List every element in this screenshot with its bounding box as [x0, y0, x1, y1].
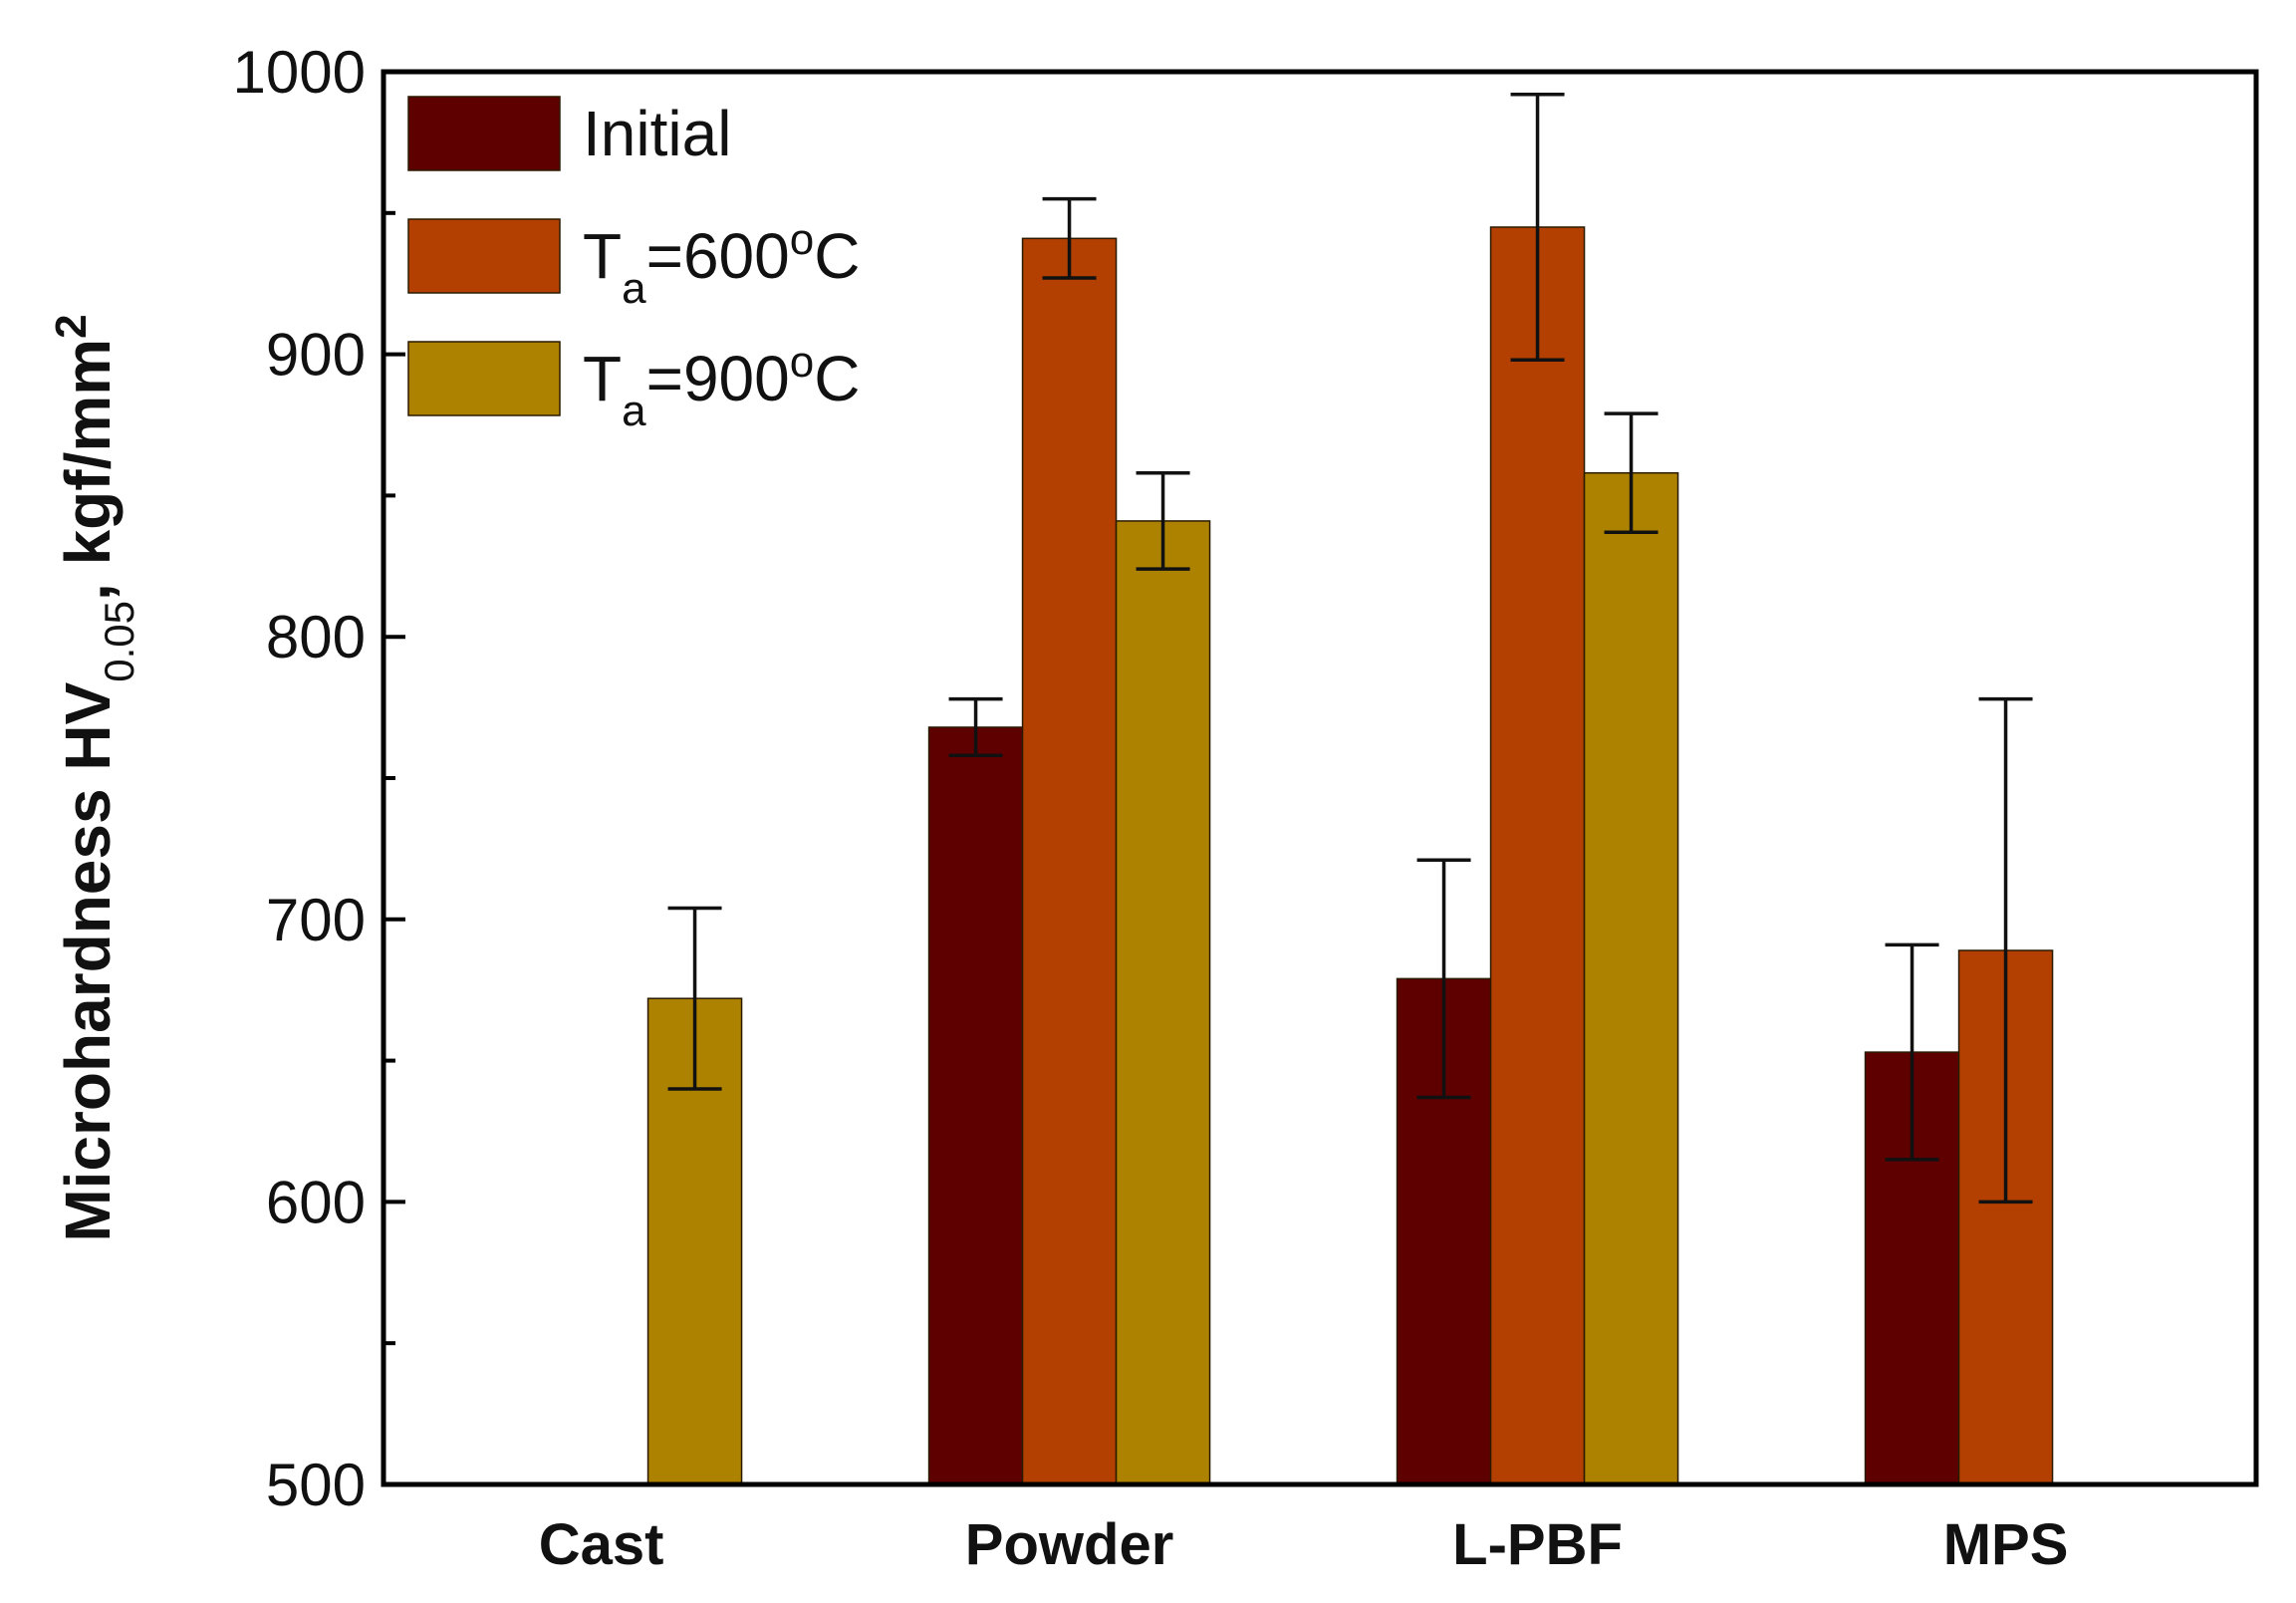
y-axis-title-subscript: 0.05 — [96, 601, 142, 682]
y-tick-label: 800 — [266, 604, 366, 670]
plot-frame — [381, 69, 2259, 1487]
y-tick-label: 900 — [266, 322, 366, 389]
y-tick-label: 500 — [266, 1452, 366, 1518]
bar-1-1 — [1021, 237, 1118, 1485]
legend-label-2: Ta=900oC — [583, 338, 860, 435]
bar-1-0 — [927, 726, 1024, 1485]
error-bars-group — [667, 92, 2033, 1204]
y-axis-ticks: 500 600 700 800 900 1000 — [233, 39, 405, 1518]
legend-swatch-1 — [407, 218, 561, 294]
legend-label-0: Initial — [583, 98, 731, 169]
bar-2-1 — [1489, 226, 1586, 1485]
category-labels: Cast Powder L-PBF MPS — [539, 1512, 2069, 1577]
legend-swatch-2 — [407, 341, 561, 416]
category-label-3: MPS — [1943, 1512, 2069, 1577]
y-axis-title-main: Microhardness HV — [52, 681, 124, 1241]
legend-label-1: Ta=600oC — [583, 215, 860, 313]
y-axis-title-superscript: 2 — [47, 314, 96, 338]
y-tick-label: 700 — [266, 887, 366, 953]
category-label-1: Powder — [965, 1512, 1174, 1577]
y-tick-label: 1000 — [233, 39, 366, 106]
y-axis-title-text: Microhardness HV0.05, kgf/mm2 — [47, 314, 142, 1241]
legend: Initial Ta=600oC Ta=900oC — [407, 96, 860, 435]
bar-2-2 — [1583, 471, 1679, 1485]
bars-group — [646, 226, 2054, 1485]
bar-1-2 — [1115, 520, 1211, 1485]
y-axis-title: Microhardness HV0.05, kgf/mm2 — [47, 314, 142, 1241]
legend-swatch-0 — [407, 96, 561, 171]
category-label-2: L-PBF — [1452, 1512, 1623, 1577]
y-tick-label: 600 — [266, 1169, 366, 1235]
y-axis-title-unit: , kgf/mm — [52, 339, 124, 601]
category-label-0: Cast — [539, 1512, 664, 1577]
